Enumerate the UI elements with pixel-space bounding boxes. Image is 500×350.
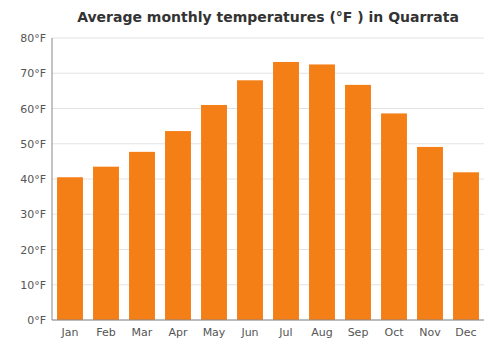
grid-line (52, 108, 484, 109)
grid-line (52, 38, 484, 39)
grid (52, 38, 484, 320)
x-tick-label: Mar (132, 326, 153, 339)
x-tick-label: Jan (61, 326, 79, 339)
chart-title: Average monthly temperatures (°F ) in Qu… (77, 9, 459, 25)
x-tick-label: Dec (455, 326, 476, 339)
x-tick-label: Feb (96, 326, 115, 339)
bar (345, 85, 371, 320)
bar (309, 64, 335, 320)
bar (381, 113, 407, 320)
x-tick-label: Jun (240, 326, 258, 339)
y-tick-label: 30°F (20, 208, 46, 221)
y-tick-label: 20°F (20, 244, 46, 257)
grid-line (52, 320, 484, 321)
bar (237, 80, 263, 320)
x-tick-label: Aug (311, 326, 332, 339)
x-tick-label: Oct (384, 326, 404, 339)
y-axis-line (52, 38, 53, 320)
grid-line (52, 143, 484, 144)
bar (201, 105, 227, 320)
y-tick-label: 70°F (20, 67, 46, 80)
x-tick-label: May (203, 326, 226, 339)
bar (453, 172, 479, 320)
bar (273, 62, 299, 320)
chart-container: Average monthly temperatures (°F ) in Qu… (0, 0, 500, 350)
chart-svg: Average monthly temperatures (°F ) in Qu… (0, 0, 500, 350)
x-axis-line (52, 320, 484, 321)
y-tick-label: 0°F (27, 314, 46, 327)
x-tick-label: Nov (419, 326, 441, 339)
x-tick-label: Jul (278, 326, 292, 339)
bar (57, 177, 83, 320)
y-tick-label: 40°F (20, 173, 46, 186)
y-tick-label: 60°F (20, 103, 46, 116)
grid-line (52, 73, 484, 74)
bars (57, 62, 479, 320)
x-tick-label: Apr (168, 326, 188, 339)
x-tick-label: Sep (348, 326, 369, 339)
bar (93, 167, 119, 320)
y-tick-label: 10°F (20, 279, 46, 292)
bar (165, 131, 191, 320)
y-tick-label: 50°F (20, 138, 46, 151)
bar (417, 147, 443, 320)
y-tick-label: 80°F (20, 32, 46, 45)
bar (129, 152, 155, 320)
